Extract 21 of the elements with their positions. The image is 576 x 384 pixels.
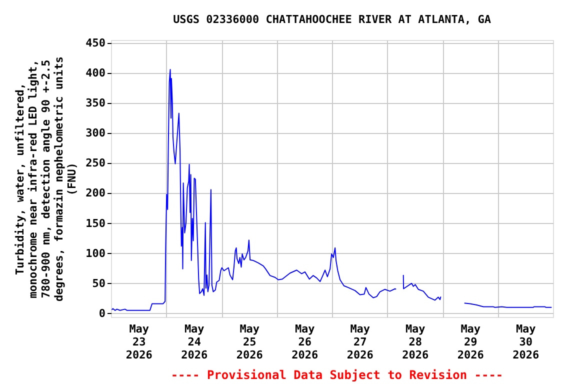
y-axis-title: Turbidity, water, unfiltered, monochrome near infra-red LED light, 780-900 nm, detection angle 90 +-2.5 degrees, formazin nephelometric units (FNU) [14,56,79,302]
x-tick-label: May 27 2026 [346,322,374,362]
y-tick-label: 400 [86,66,106,80]
x-tick-label: May 29 2026 [457,322,484,362]
x-tick-label: May 23 2026 [126,322,153,362]
y-tick-label: 250 [86,156,106,170]
y-tick-label: 50 [92,276,106,290]
y-tick-label: 150 [86,216,106,230]
y-tick-label: 200 [86,186,106,200]
y-tick-label: 0 [98,306,106,320]
x-tick-label: May 25 2026 [236,322,264,362]
y-tick-label: 300 [86,126,106,140]
x-tick-label: May 24 2026 [181,322,208,362]
x-tick-label: May 28 2026 [402,322,429,362]
y-tick-label: 350 [86,96,106,110]
text: ---- Provisional Data Subject to Revision ---- [170,368,504,382]
y-tick-label: 100 [86,246,106,260]
chart-title: USGS 02336000 CHATTAHOOCHEE RIVER AT ATLANTA, GA [173,13,492,26]
x-tick-label: May 30 2026 [512,322,540,362]
x-tick-label: May 26 2026 [292,322,318,362]
y-tick-label: 450 [86,36,106,50]
